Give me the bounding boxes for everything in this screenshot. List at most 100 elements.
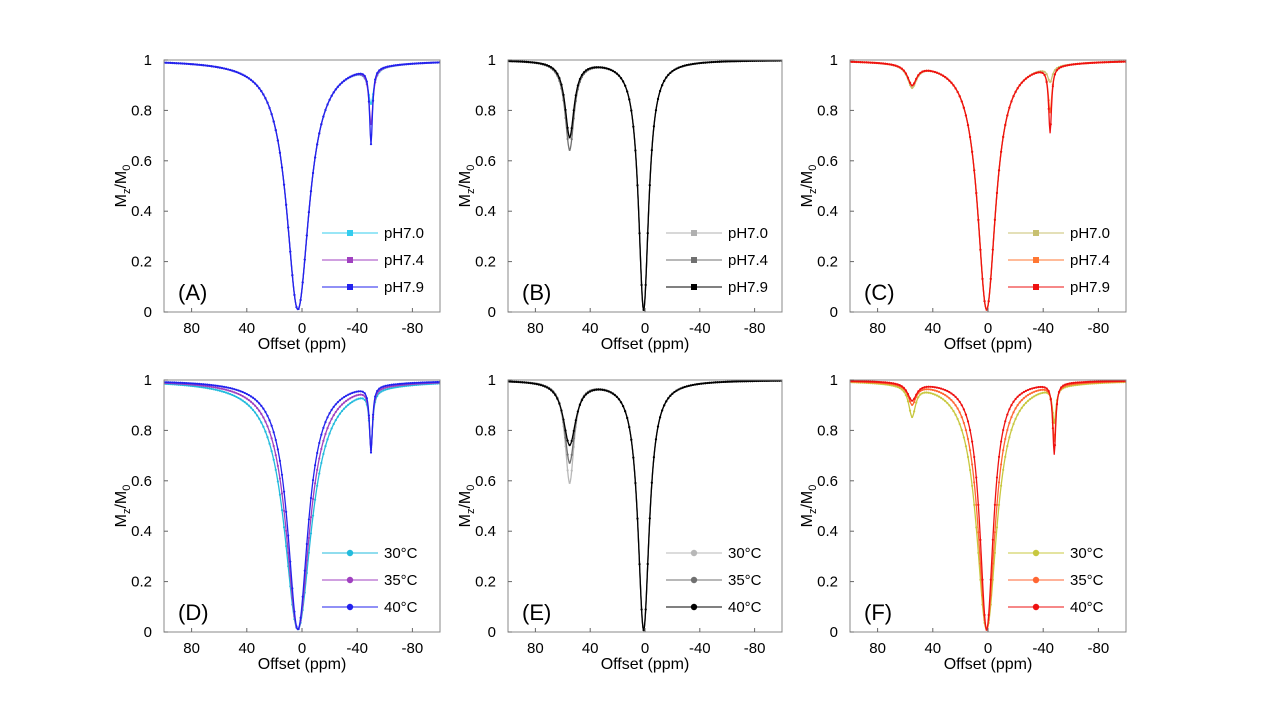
data-point [338, 83, 342, 86]
data-point [671, 392, 674, 395]
data-point [214, 384, 217, 387]
data-point [892, 382, 895, 385]
x-tick-label: 40 [238, 320, 255, 337]
data-point [896, 383, 899, 386]
data-point [1080, 62, 1083, 65]
data-point [1008, 421, 1011, 424]
data-point [367, 100, 371, 103]
x-axis-label: Offset (ppm) [601, 336, 690, 353]
data-point [939, 396, 943, 399]
x-tick-label: -40 [689, 320, 711, 337]
data-point [340, 403, 344, 406]
data-point [867, 380, 870, 383]
data-point [1051, 85, 1054, 88]
data-point [1028, 392, 1032, 395]
data-point [716, 60, 719, 63]
data-point [247, 398, 250, 402]
data-point [210, 387, 213, 390]
legend-marker [1032, 549, 1040, 557]
data-point [615, 72, 619, 75]
data-point [989, 277, 992, 280]
data-point [309, 516, 313, 519]
data-point [741, 60, 744, 63]
data-point [243, 396, 246, 399]
axes-frame [849, 59, 1127, 313]
data-point [508, 60, 512, 63]
panel-c: 80 40 0 -40 -80 0 0.2 0.4 0.6 0.8 1 Offset (ppm) Mz/… [799, 52, 1127, 353]
y-label-sub: z [465, 509, 477, 515]
data-point [728, 380, 732, 383]
data-point [227, 389, 230, 392]
data-point [964, 114, 968, 117]
y-axis-label: Mz/M0 [113, 485, 133, 528]
data-point [556, 72, 559, 75]
data-point [357, 72, 360, 75]
data-point [268, 442, 271, 445]
data-point [661, 409, 664, 412]
x-tick-label: 0 [298, 640, 306, 657]
data-point [1012, 95, 1015, 98]
legend-label: pH7.4 [1070, 252, 1110, 269]
data-point [316, 451, 319, 455]
data-point [939, 73, 943, 76]
series-group [850, 60, 1126, 311]
data-point [541, 384, 545, 387]
data-point [434, 380, 437, 384]
data-point [987, 300, 990, 303]
data-point [342, 79, 346, 82]
y-tick-label: 0.2 [817, 254, 838, 271]
x-tick-label: 80 [527, 640, 544, 657]
data-point [730, 60, 734, 63]
y-tick-label: 0.6 [817, 473, 838, 490]
data-point [210, 383, 213, 387]
data-point [363, 395, 366, 398]
data-point [911, 403, 914, 406]
x-tick-label: 80 [527, 320, 544, 337]
series-markers [164, 61, 440, 310]
data-point [421, 62, 424, 65]
data-point [1070, 63, 1073, 66]
data-point [278, 151, 282, 154]
data-point [548, 387, 551, 390]
data-point [923, 388, 926, 391]
data-point [925, 391, 928, 394]
series-markers [164, 61, 440, 311]
y-tick-label: 0.4 [817, 523, 838, 540]
data-point [285, 529, 288, 532]
data-point [859, 380, 862, 383]
y-label-mid: /M [113, 171, 130, 189]
data-point [755, 380, 758, 383]
series-line [850, 380, 1126, 631]
data-point [979, 562, 982, 565]
data-point [566, 453, 569, 456]
data-point [307, 551, 310, 554]
data-point [222, 390, 226, 394]
data-point [196, 385, 199, 388]
data-point [960, 404, 963, 407]
data-point [1086, 380, 1090, 383]
data-point [225, 388, 228, 391]
legend-label: 40°C [728, 599, 762, 616]
data-point [517, 380, 520, 384]
data-point [693, 383, 697, 386]
data-point [673, 68, 676, 71]
data-point [630, 109, 633, 112]
panel-label: (F) [864, 600, 892, 625]
data-point [1018, 84, 1021, 87]
data-point [609, 391, 612, 394]
data-point [1010, 404, 1013, 407]
data-point [342, 407, 346, 410]
data-point [550, 389, 553, 392]
data-point [937, 395, 941, 398]
data-point [564, 429, 567, 432]
x-tick-label: 40 [924, 640, 941, 657]
data-point [539, 62, 542, 65]
data-point [336, 85, 339, 88]
data-point [245, 75, 248, 79]
data-point [340, 397, 344, 400]
data-point [297, 307, 300, 310]
data-point [550, 66, 553, 69]
data-point [384, 386, 387, 389]
data-point [206, 383, 209, 386]
data-point [276, 139, 279, 142]
